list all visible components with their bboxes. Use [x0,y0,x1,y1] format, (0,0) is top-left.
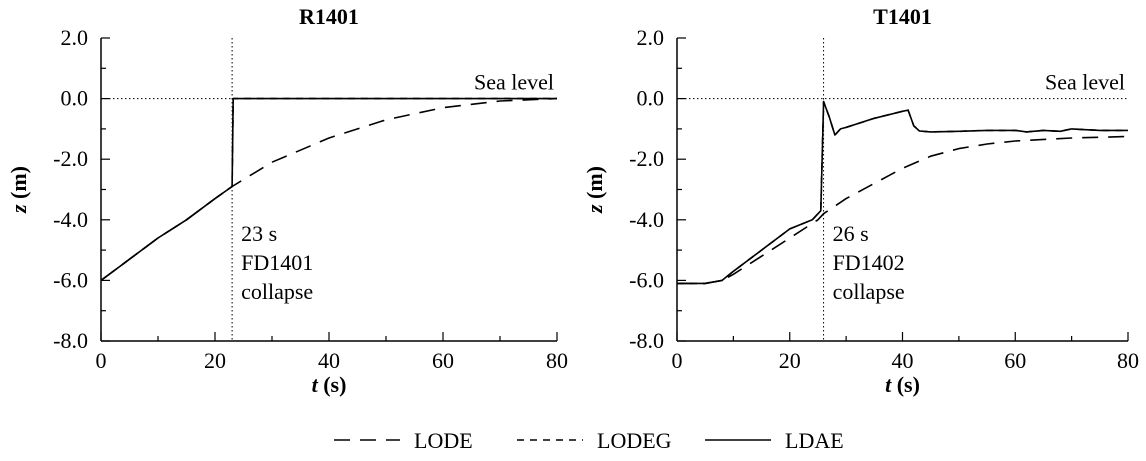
series-line-lode [101,99,557,281]
y-tick-label: 2.0 [61,25,89,50]
x-tick-label: 0 [96,348,107,373]
x-axis-unit: (s) [318,372,347,397]
event-label-line: FD1402 [833,250,905,275]
x-tick-label: 60 [1004,348,1026,373]
legend: LODE LODEG LDAE [334,428,844,453]
series-line-ldae [101,99,557,281]
x-tick-label: 20 [204,348,226,373]
legend-item-lodeg: LODEG [517,428,672,453]
x-tick-label: 0 [672,348,683,373]
legend-label: LODE [414,428,473,453]
chart-title: T1401 [873,4,932,29]
event-label-line: collapse [241,279,313,304]
y-axis-var: z [6,204,31,214]
sea-level-label: Sea level [1045,70,1125,95]
x-axis-unit: (s) [891,372,920,397]
event-label-line: 23 s [241,221,277,246]
y-axis-label: z (m) [582,166,607,214]
chart-panel-r1401: R1401 Sea level 23 s FD1401 collapse 2.0 0.0 -2… [6,4,568,397]
y-axis-var: z [582,204,607,214]
sea-level-label: Sea level [474,70,554,95]
x-axis-label: t (s) [312,372,347,397]
legend-item-ldae: LDAE [705,428,844,453]
y-tick-label: -6.0 [629,267,664,292]
chart-title: R1401 [299,4,359,29]
legend-label: LODEG [597,428,672,453]
series-line-lodeg [101,99,557,281]
x-tick-label: 60 [432,348,454,373]
y-tick-label: -4.0 [629,207,664,232]
legend-label: LDAE [785,428,844,453]
event-label-line: FD1401 [241,250,313,275]
y-tick-label: 0.0 [61,86,89,111]
x-tick-label: 20 [779,348,801,373]
y-tick-label: -4.0 [53,207,88,232]
y-axis-unit: (m) [6,166,31,204]
y-tick-label: 0.0 [637,86,665,111]
y-tick-label: -2.0 [53,146,88,171]
x-tick-label: 80 [546,348,568,373]
y-axis-label: z (m) [6,166,31,214]
x-tick-label: 80 [1117,348,1139,373]
y-tick-label: -2.0 [629,146,664,171]
x-tick-label: 40 [318,348,340,373]
chart-panel-t1401: T1401 Sea level 26 s FD1402 collapse 2.0 0.0 -2… [582,4,1139,397]
y-tick-label: -8.0 [53,328,88,353]
legend-item-lode: LODE [334,428,473,453]
y-tick-label: -8.0 [629,328,664,353]
event-label-line: 26 s [833,221,869,246]
event-label-line: collapse [833,279,905,304]
x-axis-label: t (s) [885,372,920,397]
y-axis-unit: (m) [582,166,607,204]
y-tick-label: 2.0 [637,25,665,50]
y-tick-label: -6.0 [53,267,88,292]
x-tick-label: 40 [892,348,914,373]
